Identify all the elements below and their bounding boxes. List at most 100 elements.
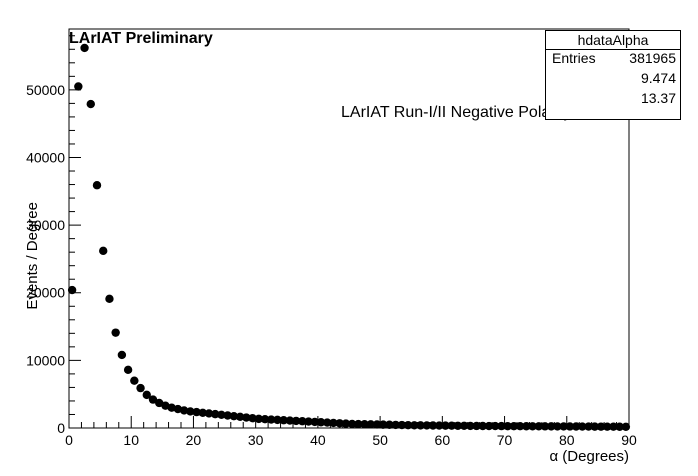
y-tick-label: 20000: [26, 285, 65, 301]
data-point: [522, 422, 531, 431]
data-point: [323, 418, 332, 427]
x-tick-label: 60: [435, 432, 451, 448]
x-tick-label: 50: [372, 432, 388, 448]
data-point: [559, 422, 568, 431]
data-point: [235, 412, 245, 422]
data-point: [397, 420, 407, 430]
data-point: [92, 181, 102, 190]
data-point: [478, 421, 487, 431]
stats-box: hdataAlpha Entries 381965 9.474 13.37: [545, 30, 681, 120]
data-point: [515, 422, 525, 431]
data-point: [578, 422, 587, 431]
data-point: [117, 350, 127, 360]
data-series: [67, 43, 631, 431]
data-point: [571, 422, 581, 431]
chart-annotation: LArIAT Run-I/II Negative Polarity: [341, 104, 572, 121]
x-tick-label: 30: [248, 432, 264, 448]
y-tick-label: 30000: [26, 217, 65, 233]
data-point: [509, 421, 519, 431]
data-point: [584, 422, 593, 431]
stats-row-rms: 13.37: [552, 89, 676, 107]
data-point: [335, 419, 344, 428]
data-point: [565, 422, 575, 431]
y-tick-label: 50000: [26, 82, 65, 98]
data-point: [385, 420, 394, 429]
data-point: [472, 421, 481, 431]
data-point: [217, 410, 226, 420]
data-point: [229, 411, 239, 421]
data-point: [609, 422, 618, 431]
data-point: [534, 422, 543, 431]
stats-row-entries: Entries 381965: [552, 49, 676, 67]
data-point: [354, 419, 363, 429]
x-tick-label: 20: [186, 432, 202, 448]
data-point: [360, 420, 369, 429]
data-point: [136, 383, 145, 393]
data-point: [130, 376, 139, 385]
x-tick-label: 70: [497, 432, 513, 448]
data-point: [590, 422, 599, 431]
data-point: [316, 418, 326, 427]
stats-row-mean: 9.474: [552, 69, 676, 87]
data-point: [428, 421, 438, 430]
data-point: [441, 421, 450, 430]
data-point: [223, 411, 232, 420]
y-tick-label: 40000: [26, 149, 65, 165]
data-point: [80, 43, 89, 53]
data-point: [285, 416, 295, 425]
data-point: [254, 414, 263, 424]
y-axis-label: Events / Degree: [24, 202, 41, 310]
plot-frame: [68, 28, 630, 429]
data-point: [503, 421, 512, 431]
data-point: [267, 415, 276, 424]
x-tick-label: 0: [65, 432, 73, 448]
data-point: [435, 421, 444, 430]
y-tick-label: 0: [57, 420, 65, 436]
data-point: [248, 413, 257, 423]
data-point: [204, 409, 214, 418]
y-axis: 0 10000 20000 30000 40000 50000: [26, 35, 81, 436]
stats-value: 381965: [629, 50, 676, 66]
data-point: [491, 421, 500, 431]
data-point: [372, 420, 382, 429]
data-point: [304, 417, 313, 426]
data-point: [621, 422, 631, 431]
data-point: [447, 421, 456, 430]
stats-value: 13.37: [640, 90, 676, 106]
data-point: [298, 417, 307, 426]
data-point: [67, 285, 77, 295]
x-axis-label: α (Degrees): [549, 448, 629, 465]
data-point: [260, 415, 270, 424]
data-point: [86, 99, 95, 109]
data-point: [391, 420, 400, 430]
data-point: [366, 420, 375, 429]
data-point: [310, 417, 319, 427]
data-point: [379, 420, 388, 429]
data-point: [111, 328, 120, 337]
data-point: [603, 422, 612, 431]
data-point: [553, 422, 562, 431]
data-point: [279, 416, 288, 425]
stats-label: Entries: [552, 50, 596, 66]
data-point: [123, 365, 133, 375]
data-point: [540, 422, 550, 431]
data-point: [142, 390, 151, 400]
data-point: [186, 407, 195, 416]
data-point: [341, 419, 351, 428]
chart-title: LArIAT Preliminary: [69, 30, 213, 47]
data-point: [99, 246, 108, 256]
data-point: [596, 422, 606, 431]
x-tick-label: 90: [621, 432, 637, 448]
data-point: [416, 421, 425, 430]
data-point: [273, 415, 282, 425]
y-tick-label: 10000: [26, 352, 65, 368]
x-tick-label: 40: [310, 432, 326, 448]
data-point: [179, 406, 189, 415]
data-point: [497, 421, 506, 431]
data-point: [148, 395, 158, 404]
data-point: [105, 294, 114, 304]
data-point: [466, 421, 475, 431]
stats-value: 9.474: [640, 70, 676, 86]
data-point: [329, 418, 338, 428]
data-point: [459, 421, 469, 431]
